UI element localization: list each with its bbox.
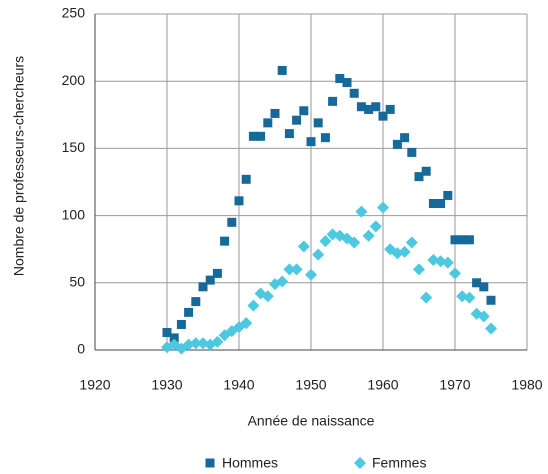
x-tick-label: 1920 [79,377,110,393]
point [169,333,179,343]
y-tick-label: 200 [62,72,86,88]
x-tick-label: 1960 [367,377,398,393]
point [312,248,325,261]
point [184,307,194,317]
point [328,96,338,106]
point [392,139,402,149]
point [191,297,201,307]
point [176,319,186,329]
point [449,267,461,280]
legend-label: Femmes [372,455,426,471]
point [377,201,389,214]
y-tick-label: 100 [62,206,86,222]
point [463,291,476,304]
point [486,295,496,305]
point [421,166,431,176]
point [306,137,316,147]
point [335,74,345,84]
point [205,275,215,285]
point [261,290,274,303]
point [464,235,474,245]
point [413,263,425,276]
point [342,78,352,88]
point [256,131,266,141]
point [364,104,374,114]
point [297,240,310,253]
point [162,328,172,338]
point [436,199,446,209]
point [407,147,417,157]
point [443,190,453,200]
y-axis-label: Nombre de professeurs-chercheurs [11,56,27,276]
point [477,310,490,323]
point [292,115,302,125]
y-tick-label: 150 [62,139,86,155]
legend-label: Hommes [222,455,278,471]
point [371,102,381,112]
x-tick-label: 1980 [511,377,542,393]
point [247,299,260,312]
point [241,174,251,184]
point [189,337,202,350]
point [378,111,388,121]
point [400,133,410,143]
point [240,317,253,330]
point [212,268,222,278]
point [485,322,497,335]
point [277,65,287,75]
point [385,104,395,114]
point [276,275,289,288]
point [472,278,482,288]
point [263,118,273,128]
x-tick-label: 1940 [223,377,254,393]
point [270,108,280,118]
point [220,236,230,246]
point [320,133,330,143]
point [398,245,411,258]
point [369,220,382,233]
point [428,199,438,209]
point [349,88,359,98]
point [479,282,489,292]
x-tick-label: 1970 [439,377,470,393]
point [457,235,467,245]
point [198,282,208,292]
point [420,291,433,304]
y-tick-label: 50 [69,274,85,290]
point [227,217,237,227]
y-tick-label: 250 [62,5,86,21]
point [283,263,296,276]
point [319,235,332,248]
point [284,129,294,139]
point [441,256,454,269]
point [299,106,309,116]
point [290,263,303,276]
point [414,172,424,182]
point [313,118,323,128]
point [362,229,375,242]
point [354,457,366,469]
x-tick-label: 1930 [151,377,182,393]
point [248,131,258,141]
point [356,102,366,112]
x-tick-label: 1950 [295,377,326,393]
point [405,236,418,249]
point [355,205,368,218]
point [450,235,460,245]
point [305,268,317,281]
point [234,196,244,206]
x-axis-label: Année de naissance [248,413,375,429]
point [211,335,224,348]
y-tick-label: 0 [77,341,85,357]
point [348,236,361,249]
point [205,458,215,468]
